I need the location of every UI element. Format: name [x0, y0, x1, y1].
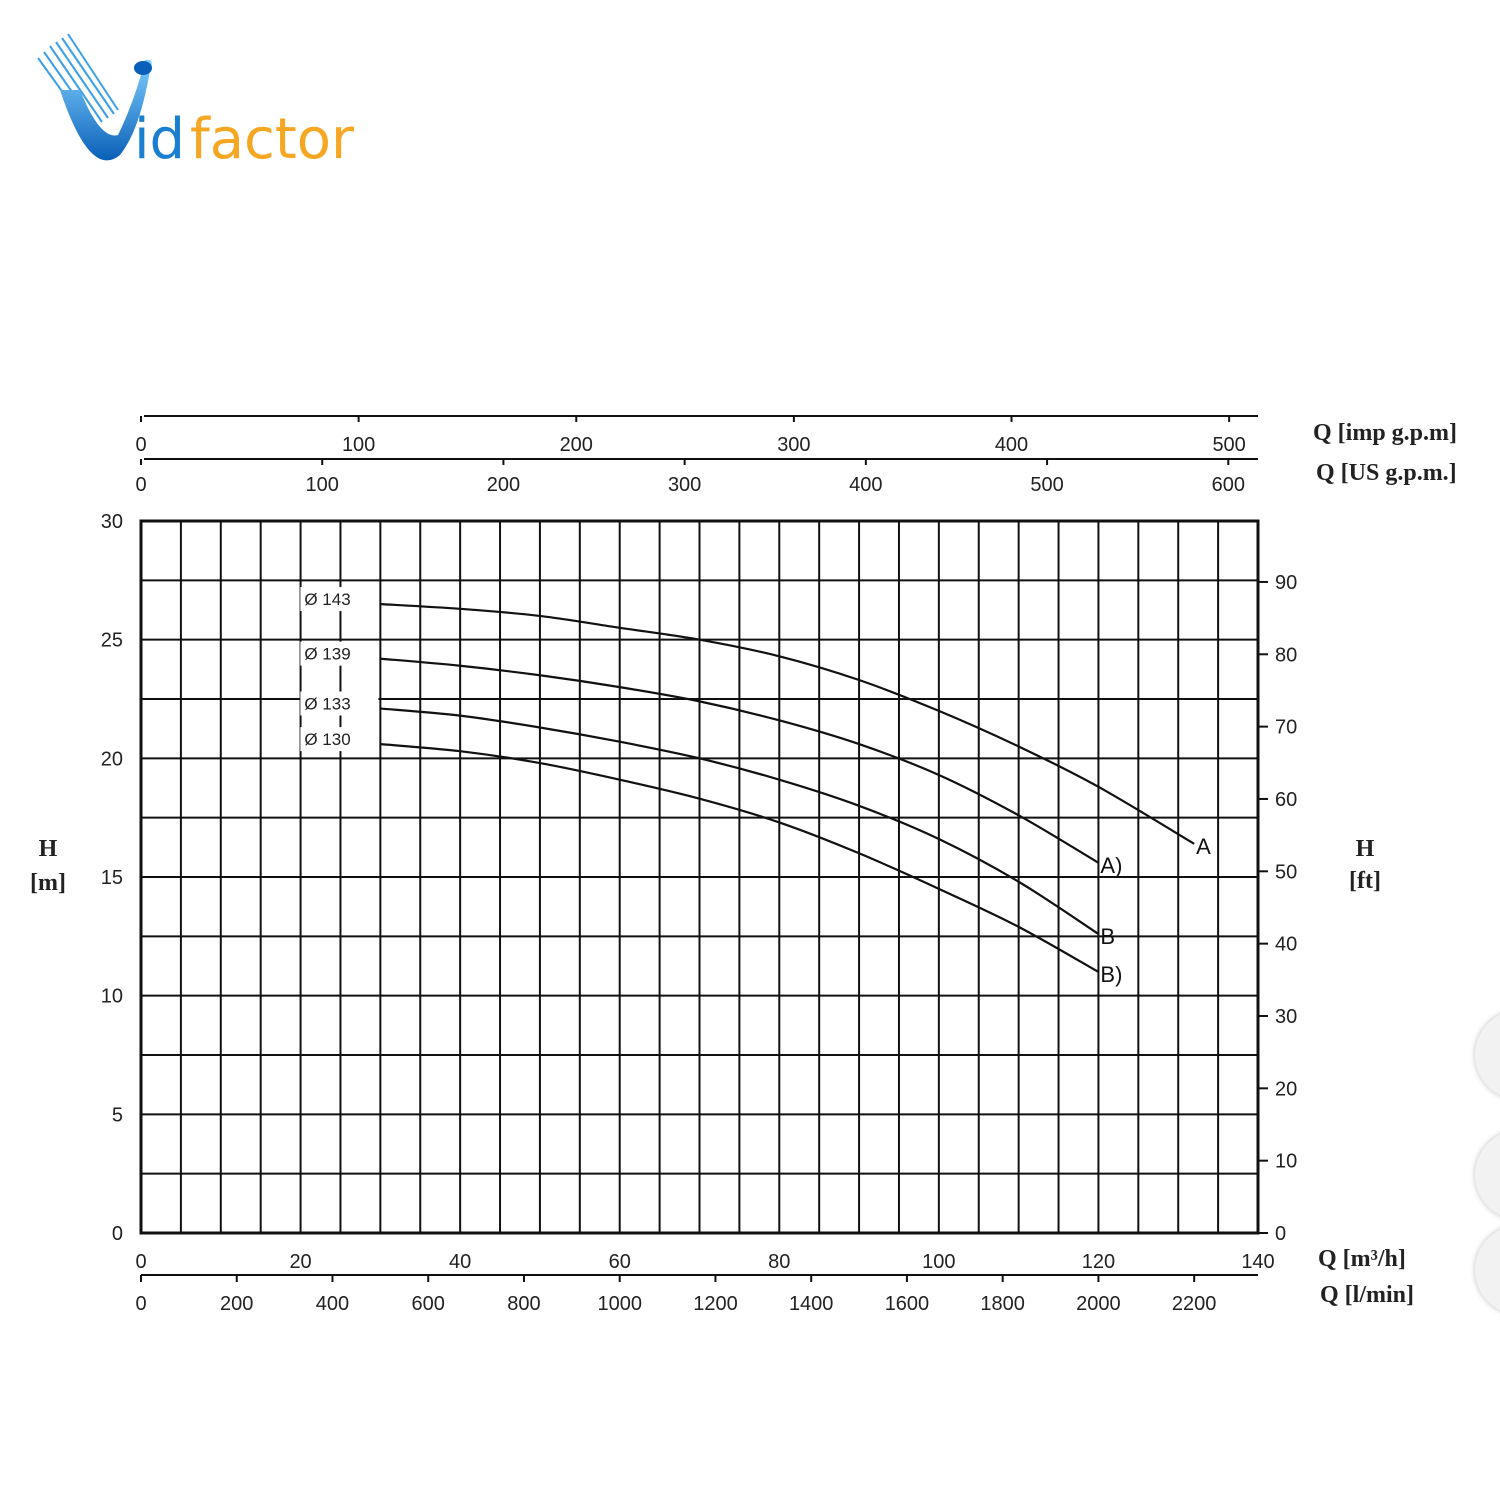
us-gpm-tick-label: 600 [1212, 474, 1245, 496]
y-tick-label: 5 [112, 1104, 123, 1126]
right-tick-label: 60 [1275, 789, 1297, 811]
lmin-tick-label: 200 [220, 1293, 253, 1315]
lmin-tick-label: 2000 [1076, 1293, 1121, 1315]
lmin-tick-label: 800 [507, 1293, 540, 1315]
logo-text-id: id [134, 107, 185, 172]
x-tick-label: 100 [922, 1251, 955, 1273]
right-tick-label: 70 [1275, 717, 1297, 739]
right-tick-label: 20 [1275, 1078, 1297, 1100]
left-axis-label-unit: [m] [30, 870, 66, 896]
grid [140, 520, 1259, 1234]
imp-gpm-axis-label: Q [imp g.p.m] [1313, 420, 1457, 446]
y-tick-label: 20 [101, 748, 123, 770]
series-label-3: Ø 130 [304, 730, 350, 749]
right-axis-label-h: H [1356, 836, 1375, 862]
series-label-bg-0 [300, 587, 379, 612]
lmin-tick-label: 400 [316, 1293, 349, 1315]
imp-gpm-tick-label: 100 [342, 434, 375, 456]
series-label-bg-3 [300, 727, 379, 752]
right-tick-label: 40 [1275, 934, 1297, 956]
series-end-label-0: A [1196, 834, 1211, 859]
right-tick-label: 90 [1275, 572, 1297, 594]
us-gpm-tick-label: 0 [135, 474, 146, 496]
series-end-label-1: A) [1100, 853, 1122, 878]
lmin-tick-label: 1200 [693, 1293, 738, 1315]
x-tick-label: 140 [1241, 1251, 1274, 1273]
x-tick-label: 20 [289, 1251, 311, 1273]
m3h-axis-label: Q [m³/h] [1318, 1246, 1406, 1272]
series-label-0: Ø 143 [304, 590, 350, 609]
series-label-bg-1 [300, 641, 379, 666]
imp-gpm-tick-label: 500 [1212, 434, 1245, 456]
us-gpm-tick-label: 300 [668, 474, 701, 496]
logo-text-factor: factor [190, 107, 355, 172]
x-tick-label: 120 [1082, 1251, 1115, 1273]
plot-frame [139, 519, 1260, 1235]
imp-gpm-tick-label: 400 [995, 434, 1028, 456]
lmin-tick-label: 0 [135, 1293, 146, 1315]
right-tick-label: 0 [1275, 1223, 1286, 1245]
right-tick-label: 30 [1275, 1006, 1297, 1028]
imp-gpm-tick-label: 300 [777, 434, 810, 456]
imp-gpm-tick-label: 0 [135, 434, 146, 456]
series-label-bg-2 [300, 691, 379, 716]
x-tick-label: 60 [609, 1251, 631, 1273]
series-end-label-2: B [1100, 924, 1115, 949]
y-tick-label: 25 [101, 630, 123, 652]
right-tick-label: 50 [1275, 861, 1297, 883]
us-gpm-tick-label: 100 [306, 474, 339, 496]
us-gpm-tick-label: 400 [849, 474, 882, 496]
y-tick-label: 30 [101, 511, 123, 533]
right-axis-label-unit: [ft] [1349, 868, 1381, 894]
vidfactor-logo-mark: id factor [37, 33, 355, 172]
y-tick-label: 15 [101, 867, 123, 889]
x-tick-label: 0 [135, 1251, 146, 1273]
series-label-2: Ø 133 [304, 694, 350, 713]
lmin-tick-label: 2200 [1172, 1293, 1217, 1315]
y-tick-label: 10 [101, 986, 123, 1008]
us-gpm-tick-label: 500 [1030, 474, 1063, 496]
series-line-0 [380, 602, 1195, 845]
right-tick-label: 80 [1275, 644, 1297, 666]
vidfactor-logo: id factor [30, 30, 390, 180]
series-line-2 [380, 707, 1100, 935]
right-tick-label: 10 [1275, 1151, 1297, 1173]
x-tick-label: 40 [449, 1251, 471, 1273]
imp-gpm-tick-label: 200 [560, 434, 593, 456]
series-end-label-3: B) [1100, 962, 1122, 987]
left-axis-label-h: H [39, 836, 58, 862]
lmin-tick-label: 1600 [885, 1293, 930, 1315]
series-label-1: Ø 139 [304, 645, 350, 664]
lmin-tick-label: 1000 [597, 1293, 642, 1315]
x-tick-label: 80 [768, 1251, 790, 1273]
lmin-tick-label: 1400 [789, 1293, 834, 1315]
series-line-1 [380, 657, 1099, 864]
us-gpm-tick-label: 200 [487, 474, 520, 496]
y-tick-label: 0 [112, 1223, 123, 1245]
us-gpm-axis-label: Q [US g.p.m.] [1316, 460, 1457, 486]
lmin-tick-label: 600 [412, 1293, 445, 1315]
series-line-3 [380, 742, 1099, 973]
lmin-tick-label: 1800 [980, 1293, 1025, 1315]
lmin-axis-label: Q [l/min] [1320, 1282, 1414, 1308]
